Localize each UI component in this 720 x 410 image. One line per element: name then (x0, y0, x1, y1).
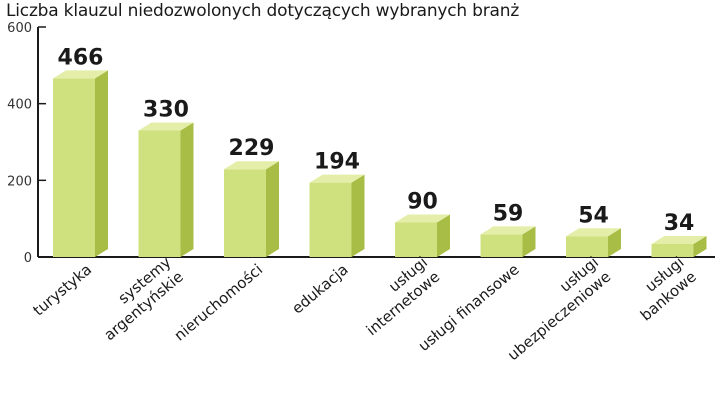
bar-side (180, 122, 194, 257)
category-label-line: nieruchomości (171, 260, 266, 344)
bar-front (309, 182, 352, 257)
bar-top (566, 228, 621, 237)
bar-front (53, 78, 95, 257)
bar-value-label: 194 (314, 150, 360, 175)
bar-top (224, 161, 279, 170)
bar-side (351, 174, 365, 257)
y-tick-label: 600 (7, 21, 32, 36)
category-label: turystyka (29, 260, 95, 319)
bar-front (138, 130, 181, 257)
bar-value-label: 229 (229, 136, 275, 161)
bar-top (138, 122, 194, 131)
bar-top (309, 174, 365, 183)
bar-value-label: 90 (407, 190, 438, 215)
bar-top (395, 214, 450, 223)
bar-front (224, 169, 266, 257)
bar-value-label: 54 (578, 203, 609, 228)
category-label-line: turystyka (29, 260, 95, 319)
bar-side (266, 161, 279, 257)
y-tick-label: 200 (7, 174, 32, 189)
bar-value-label: 466 (58, 45, 104, 70)
bar-top (480, 226, 536, 235)
bar-side (522, 226, 536, 257)
category-label: usługiinternetowe (351, 253, 444, 339)
bar-front (566, 236, 608, 257)
bar-value-label: 34 (664, 211, 695, 236)
bar-top (651, 235, 707, 244)
bar-side (693, 235, 707, 257)
category-label: edukacja (288, 260, 351, 317)
bar-front (395, 222, 437, 257)
bar-side (608, 228, 621, 257)
category-label: usługibankowe (625, 253, 700, 324)
bar-value-label: 330 (143, 98, 189, 123)
y-tick-label: 400 (7, 98, 32, 113)
y-tick-label: 0 (24, 251, 32, 266)
chart-title: Liczba klauzul niedozwolonych dotyczącyc… (6, 1, 520, 21)
category-label-line: edukacja (288, 260, 351, 317)
bar-front (651, 243, 694, 257)
bar-side (437, 214, 450, 257)
bar-side (95, 70, 108, 257)
category-label: nieruchomości (171, 260, 266, 344)
bar-front (480, 234, 523, 257)
bar-value-label: 59 (493, 201, 524, 226)
bar-top (53, 70, 108, 79)
